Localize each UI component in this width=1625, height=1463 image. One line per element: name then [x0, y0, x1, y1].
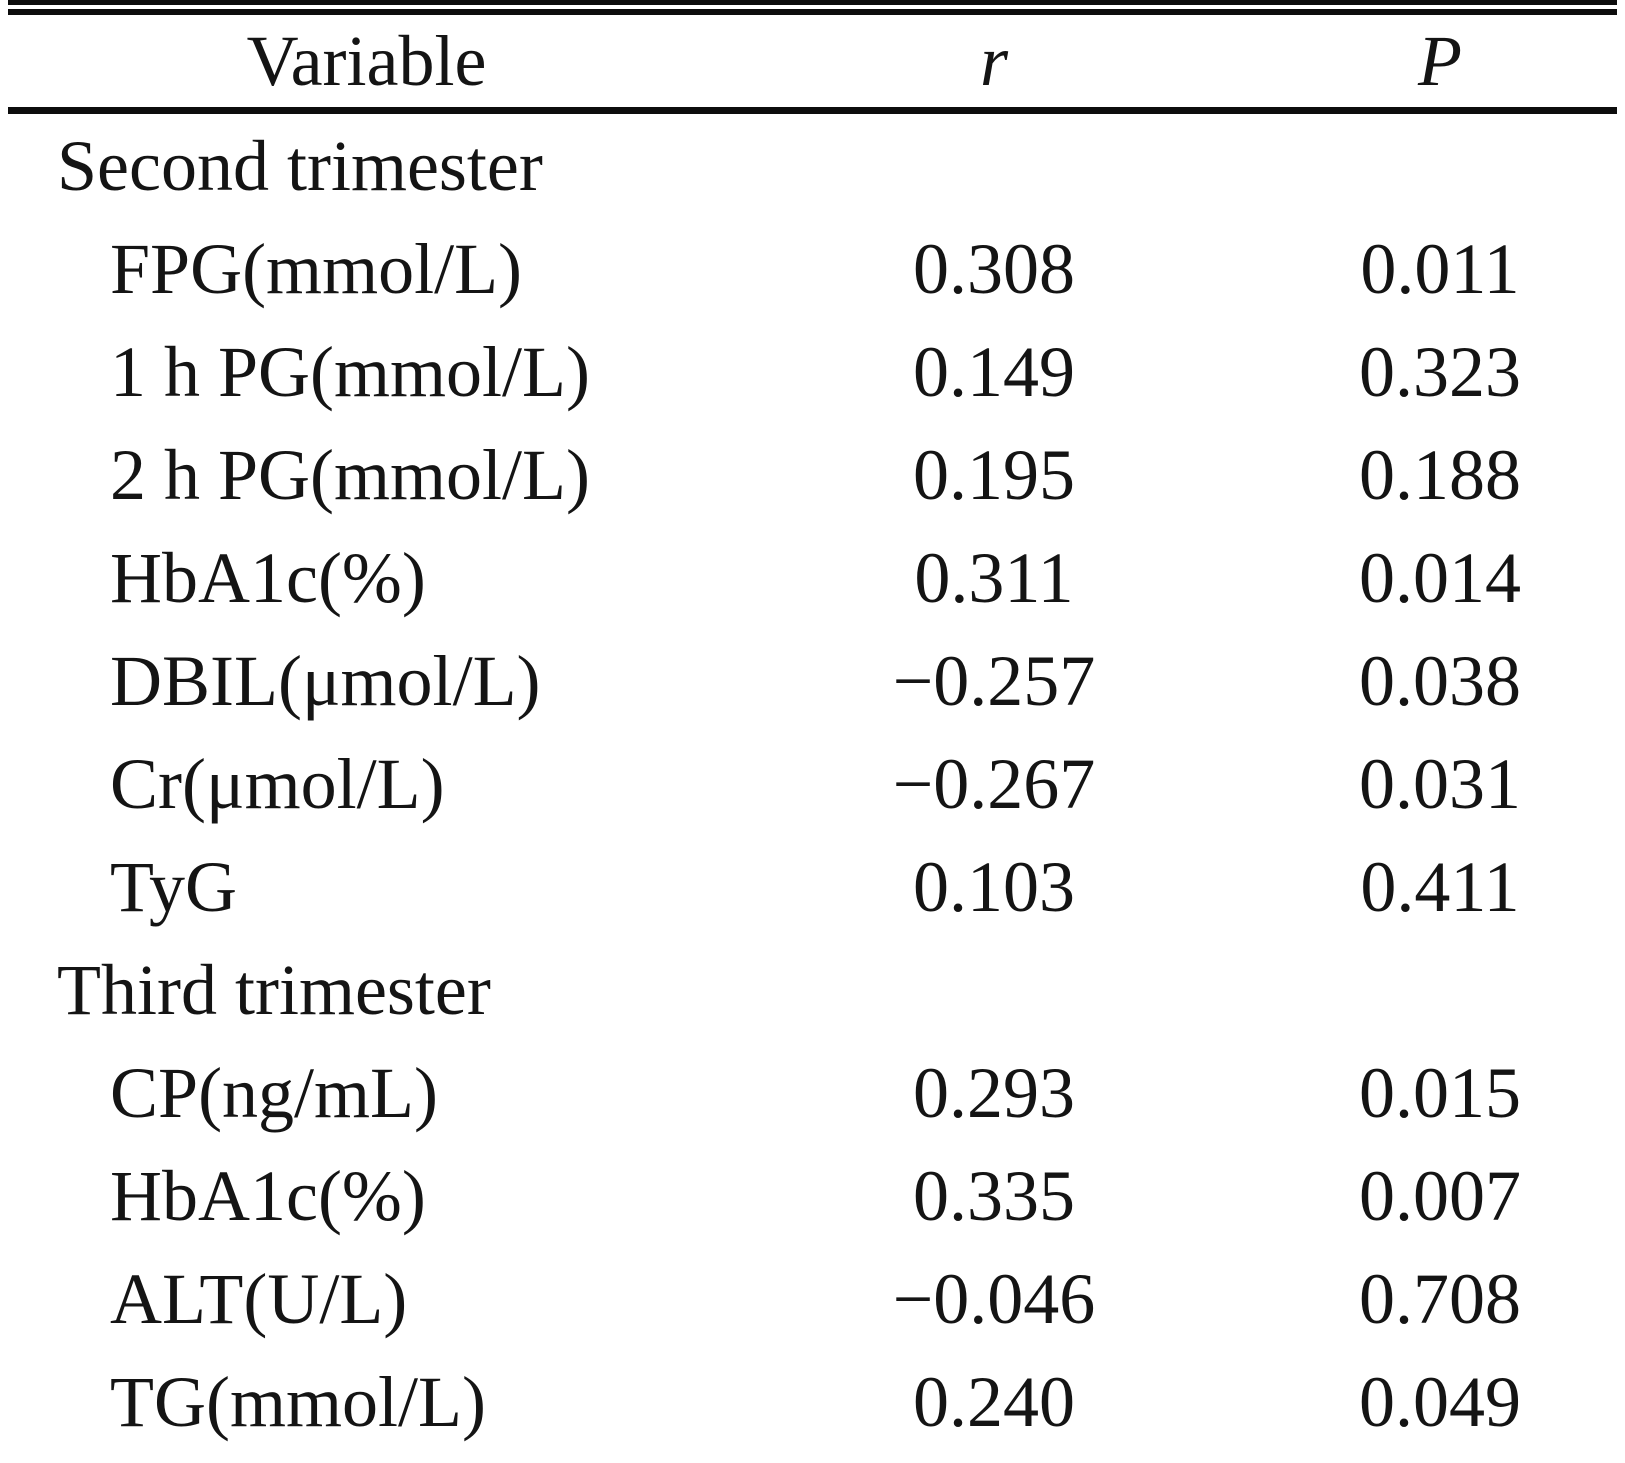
cell-r: −0.267 — [892, 743, 1096, 824]
cell-p: 0.007 — [1359, 1155, 1521, 1236]
cell-p: 0.411 — [1360, 846, 1520, 927]
cell-r: 0.240 — [913, 1361, 1075, 1442]
cell-p: 0.049 — [1359, 1361, 1521, 1442]
top-rule-outer — [8, 0, 1617, 5]
section-label: Second trimester — [57, 125, 543, 206]
table-row: TyG 0.103 0.411 — [8, 835, 1617, 938]
cell-r: 0.293 — [913, 1052, 1075, 1133]
table-row: 1 h PG(mmol/L) 0.149 0.323 — [8, 320, 1617, 423]
table-row: TG(mmol/L) 0.240 0.049 — [8, 1350, 1617, 1453]
cell-p: 0.038 — [1359, 640, 1521, 721]
section-empty-cell-p — [1263, 111, 1617, 218]
cell-variable: TyG — [8, 1453, 725, 1463]
cell-p: 0.015 — [1359, 1052, 1521, 1133]
header-row: Variable r P — [8, 15, 1617, 114]
cell-r: 0.195 — [913, 434, 1075, 515]
cell-variable: TG(mmol/L) — [110, 1361, 486, 1442]
section-empty-cell-r — [725, 938, 1263, 1041]
column-header-p: P — [1263, 15, 1617, 114]
section-label: Third trimester — [57, 949, 491, 1030]
table-row: Cr(μmol/L) −0.267 0.031 — [8, 732, 1617, 835]
column-header-variable: Variable — [8, 15, 725, 114]
cell-p: 0.011 — [1360, 228, 1520, 309]
table-row: FPG(mmol/L) 0.308 0.011 — [8, 217, 1617, 320]
cell-r: 0.335 — [913, 1155, 1075, 1236]
column-header-r: r — [725, 15, 1263, 114]
cell-variable: 2 h PG(mmol/L) — [110, 434, 590, 515]
cell-variable: ALT(U/L) — [110, 1258, 408, 1339]
table-row: HbA1c(%) 0.335 0.007 — [8, 1144, 1617, 1247]
correlation-table-container: Variable r P Second trimester FPG(mmol/L)… — [8, 0, 1617, 1463]
cell-r: 0.317 — [725, 1453, 1263, 1463]
cell-r: 0.103 — [913, 846, 1075, 927]
cell-r: 0.308 — [913, 228, 1075, 309]
cell-p: 0.031 — [1359, 743, 1521, 824]
cell-variable: TyG — [110, 846, 237, 927]
table-row: 2 h PG(mmol/L) 0.195 0.188 — [8, 423, 1617, 526]
top-rule-inner — [8, 9, 1617, 15]
cell-variable: HbA1c(%) — [110, 1155, 426, 1236]
cell-variable: 1 h PG(mmol/L) — [110, 331, 590, 412]
cell-r: 0.311 — [914, 537, 1074, 618]
section-empty-cell-r — [725, 111, 1263, 218]
section-empty-cell-p — [1263, 938, 1617, 1041]
cell-variable: FPG(mmol/L) — [110, 228, 523, 309]
table-row: ALT(U/L) −0.046 0.708 — [8, 1247, 1617, 1350]
cell-variable: CP(ng/mL) — [110, 1052, 439, 1133]
cell-p: 0.188 — [1359, 434, 1521, 515]
table-header: Variable r P — [8, 15, 1617, 114]
section-row: Second trimester — [8, 111, 1617, 218]
table-row: DBIL(μmol/L) −0.257 0.038 — [8, 629, 1617, 732]
cell-p: 0.323 — [1359, 331, 1521, 412]
cell-variable: DBIL(μmol/L) — [110, 640, 541, 721]
cell-r: 0.149 — [913, 331, 1075, 412]
table-body: Second trimester FPG(mmol/L) 0.308 0.011 1 h… — [8, 111, 1617, 1463]
cell-p: 0.014 — [1359, 537, 1521, 618]
cell-r: −0.046 — [892, 1258, 1096, 1339]
cell-variable: HbA1c(%) — [110, 537, 426, 618]
cell-r: −0.257 — [892, 640, 1096, 721]
cell-p: 0.708 — [1359, 1258, 1521, 1339]
table-row: CP(ng/mL) 0.293 0.015 — [8, 1041, 1617, 1144]
cell-variable: Cr(μmol/L) — [110, 743, 445, 824]
correlation-table: Variable r P Second trimester FPG(mmol/L)… — [8, 15, 1617, 1463]
section-row: Third trimester — [8, 938, 1617, 1041]
cell-p: 0.008 — [1263, 1453, 1617, 1463]
table-row: HbA1c(%) 0.311 0.014 — [8, 526, 1617, 629]
